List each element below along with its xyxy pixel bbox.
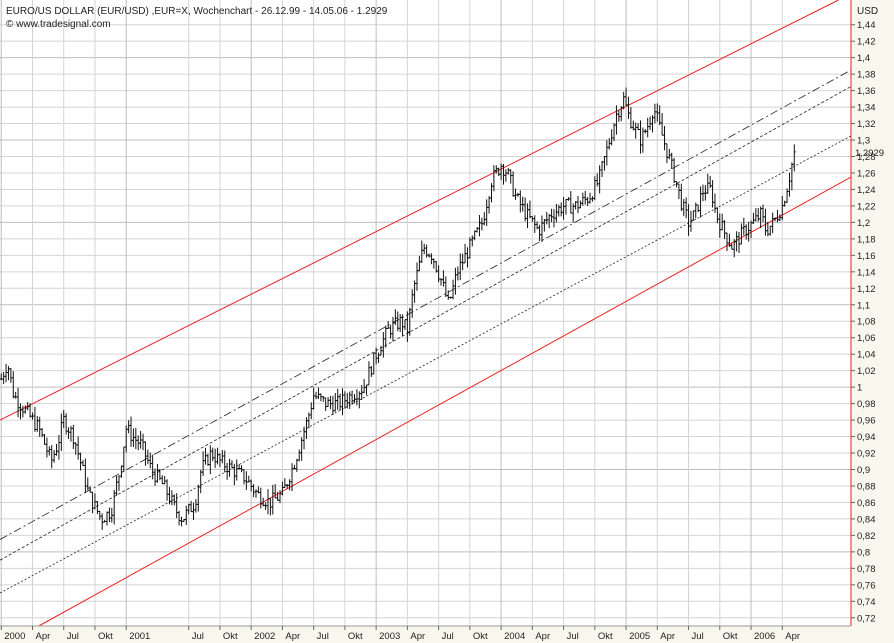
- y-tick-label: 1,26: [857, 168, 876, 179]
- y-tick-label: 1,08: [857, 317, 876, 328]
- y-tick-label: 1,18: [857, 234, 876, 245]
- regression-channel: [0, 0, 852, 627]
- y-tick-label: 1,14: [857, 267, 876, 278]
- y-tick-label: 1,4: [857, 53, 870, 64]
- x-tick-label: 2005: [629, 631, 650, 642]
- y-tick-label: 1,22: [857, 201, 876, 212]
- y-tick-label: 0,88: [857, 481, 876, 492]
- x-tick-label: Okt: [473, 631, 488, 642]
- y-tick-label: 0,74: [857, 597, 876, 608]
- y-tick-label: 0,8: [857, 547, 870, 558]
- price-bars: [0, 87, 796, 530]
- x-tick-label: Okt: [723, 631, 738, 642]
- channel-mid-line-1: [0, 69, 852, 540]
- y-tick-label: 1,02: [857, 366, 876, 377]
- y-tick-label: 1,12: [857, 284, 876, 295]
- x-tick-label: Jul: [567, 631, 579, 642]
- x-tick-label: 2001: [129, 631, 150, 642]
- unit-label: USD: [857, 6, 878, 17]
- y-tick-label: 1,36: [857, 86, 876, 97]
- channel-lower-line: [38, 176, 852, 627]
- x-tick-label: Apr: [785, 631, 800, 642]
- x-tick-label: Jul: [317, 631, 329, 642]
- y-tick-label: 1,28: [857, 152, 876, 163]
- x-tick-label: Apr: [535, 631, 550, 642]
- x-tick-label: 2003: [379, 631, 400, 642]
- x-tick-label: 2002: [254, 631, 275, 642]
- y-tick-label: 1,1: [857, 300, 870, 311]
- x-tick-label: 2000: [4, 631, 25, 642]
- x-tick-label: Jul: [67, 631, 79, 642]
- y-tick-label: 1,16: [857, 251, 876, 262]
- x-tick-label: Jul: [442, 631, 454, 642]
- y-tick-label: 1,04: [857, 350, 876, 361]
- x-tick-label: Apr: [35, 631, 50, 642]
- y-tick-label: 0,76: [857, 580, 876, 591]
- x-tick-label: Okt: [598, 631, 613, 642]
- y-tick-label: 0,84: [857, 514, 876, 525]
- y-tick-label: 1,42: [857, 37, 876, 48]
- last-price-label: 1,2929: [855, 148, 884, 159]
- y-tick-label: 0,72: [857, 613, 876, 624]
- y-tick-label: 1,24: [857, 185, 876, 196]
- x-axis: 2000 Apr Jul Okt 2001 Jul Okt 2002 Apr Jul Okt 2003…: [0, 626, 800, 642]
- y-tick-label: 0,96: [857, 416, 876, 427]
- y-tick-label: 1: [857, 383, 862, 394]
- y-tick-label: 1,38: [857, 70, 876, 81]
- y-tick-label: 0,86: [857, 498, 876, 509]
- x-tick-label: Jul: [192, 631, 204, 642]
- y-tick-label: 0,82: [857, 531, 876, 542]
- y-tick-label: 1,06: [857, 333, 876, 344]
- y-tick-label: 0,92: [857, 449, 876, 460]
- y-tick-label: 1,44: [857, 20, 876, 31]
- x-tick-label: Okt: [98, 631, 113, 642]
- chart-title: EURO/US DOLLAR (EUR/USD) ,EUR=X, Wochenc…: [6, 6, 388, 17]
- y-tick-label: 0,94: [857, 432, 876, 443]
- channel-mid-line-3: [0, 135, 852, 594]
- channel-mid-line-2: [0, 86, 852, 561]
- x-tick-label: Okt: [348, 631, 363, 642]
- x-tick-label: Apr: [410, 631, 425, 642]
- y-tick-label: 1,3: [857, 136, 870, 147]
- x-tick-label: Apr: [285, 631, 300, 642]
- x-tick-label: Apr: [660, 631, 675, 642]
- plot-area: [0, 0, 851, 626]
- x-tick-label: Jul: [692, 631, 704, 642]
- y-tick-label: 1,2: [857, 218, 870, 229]
- x-tick-label: 2004: [504, 631, 525, 642]
- x-tick-label: 2006: [754, 631, 775, 642]
- channel-upper-line: [0, 0, 839, 421]
- y-axis: 1,44 1,42 1,4 1,38 1,36 1,34 1,32 1,3 1,28 1,26 1,…: [851, 20, 876, 624]
- source-label: © www.tradesignal.com: [6, 19, 111, 30]
- y-tick-label: 0,78: [857, 564, 876, 575]
- y-tick-label: 1,34: [857, 103, 876, 114]
- y-tick-label: 0,98: [857, 399, 876, 410]
- y-tick-label: 1,32: [857, 119, 876, 130]
- y-tick-label: 0,9: [857, 465, 870, 476]
- x-tick-label: Okt: [223, 631, 238, 642]
